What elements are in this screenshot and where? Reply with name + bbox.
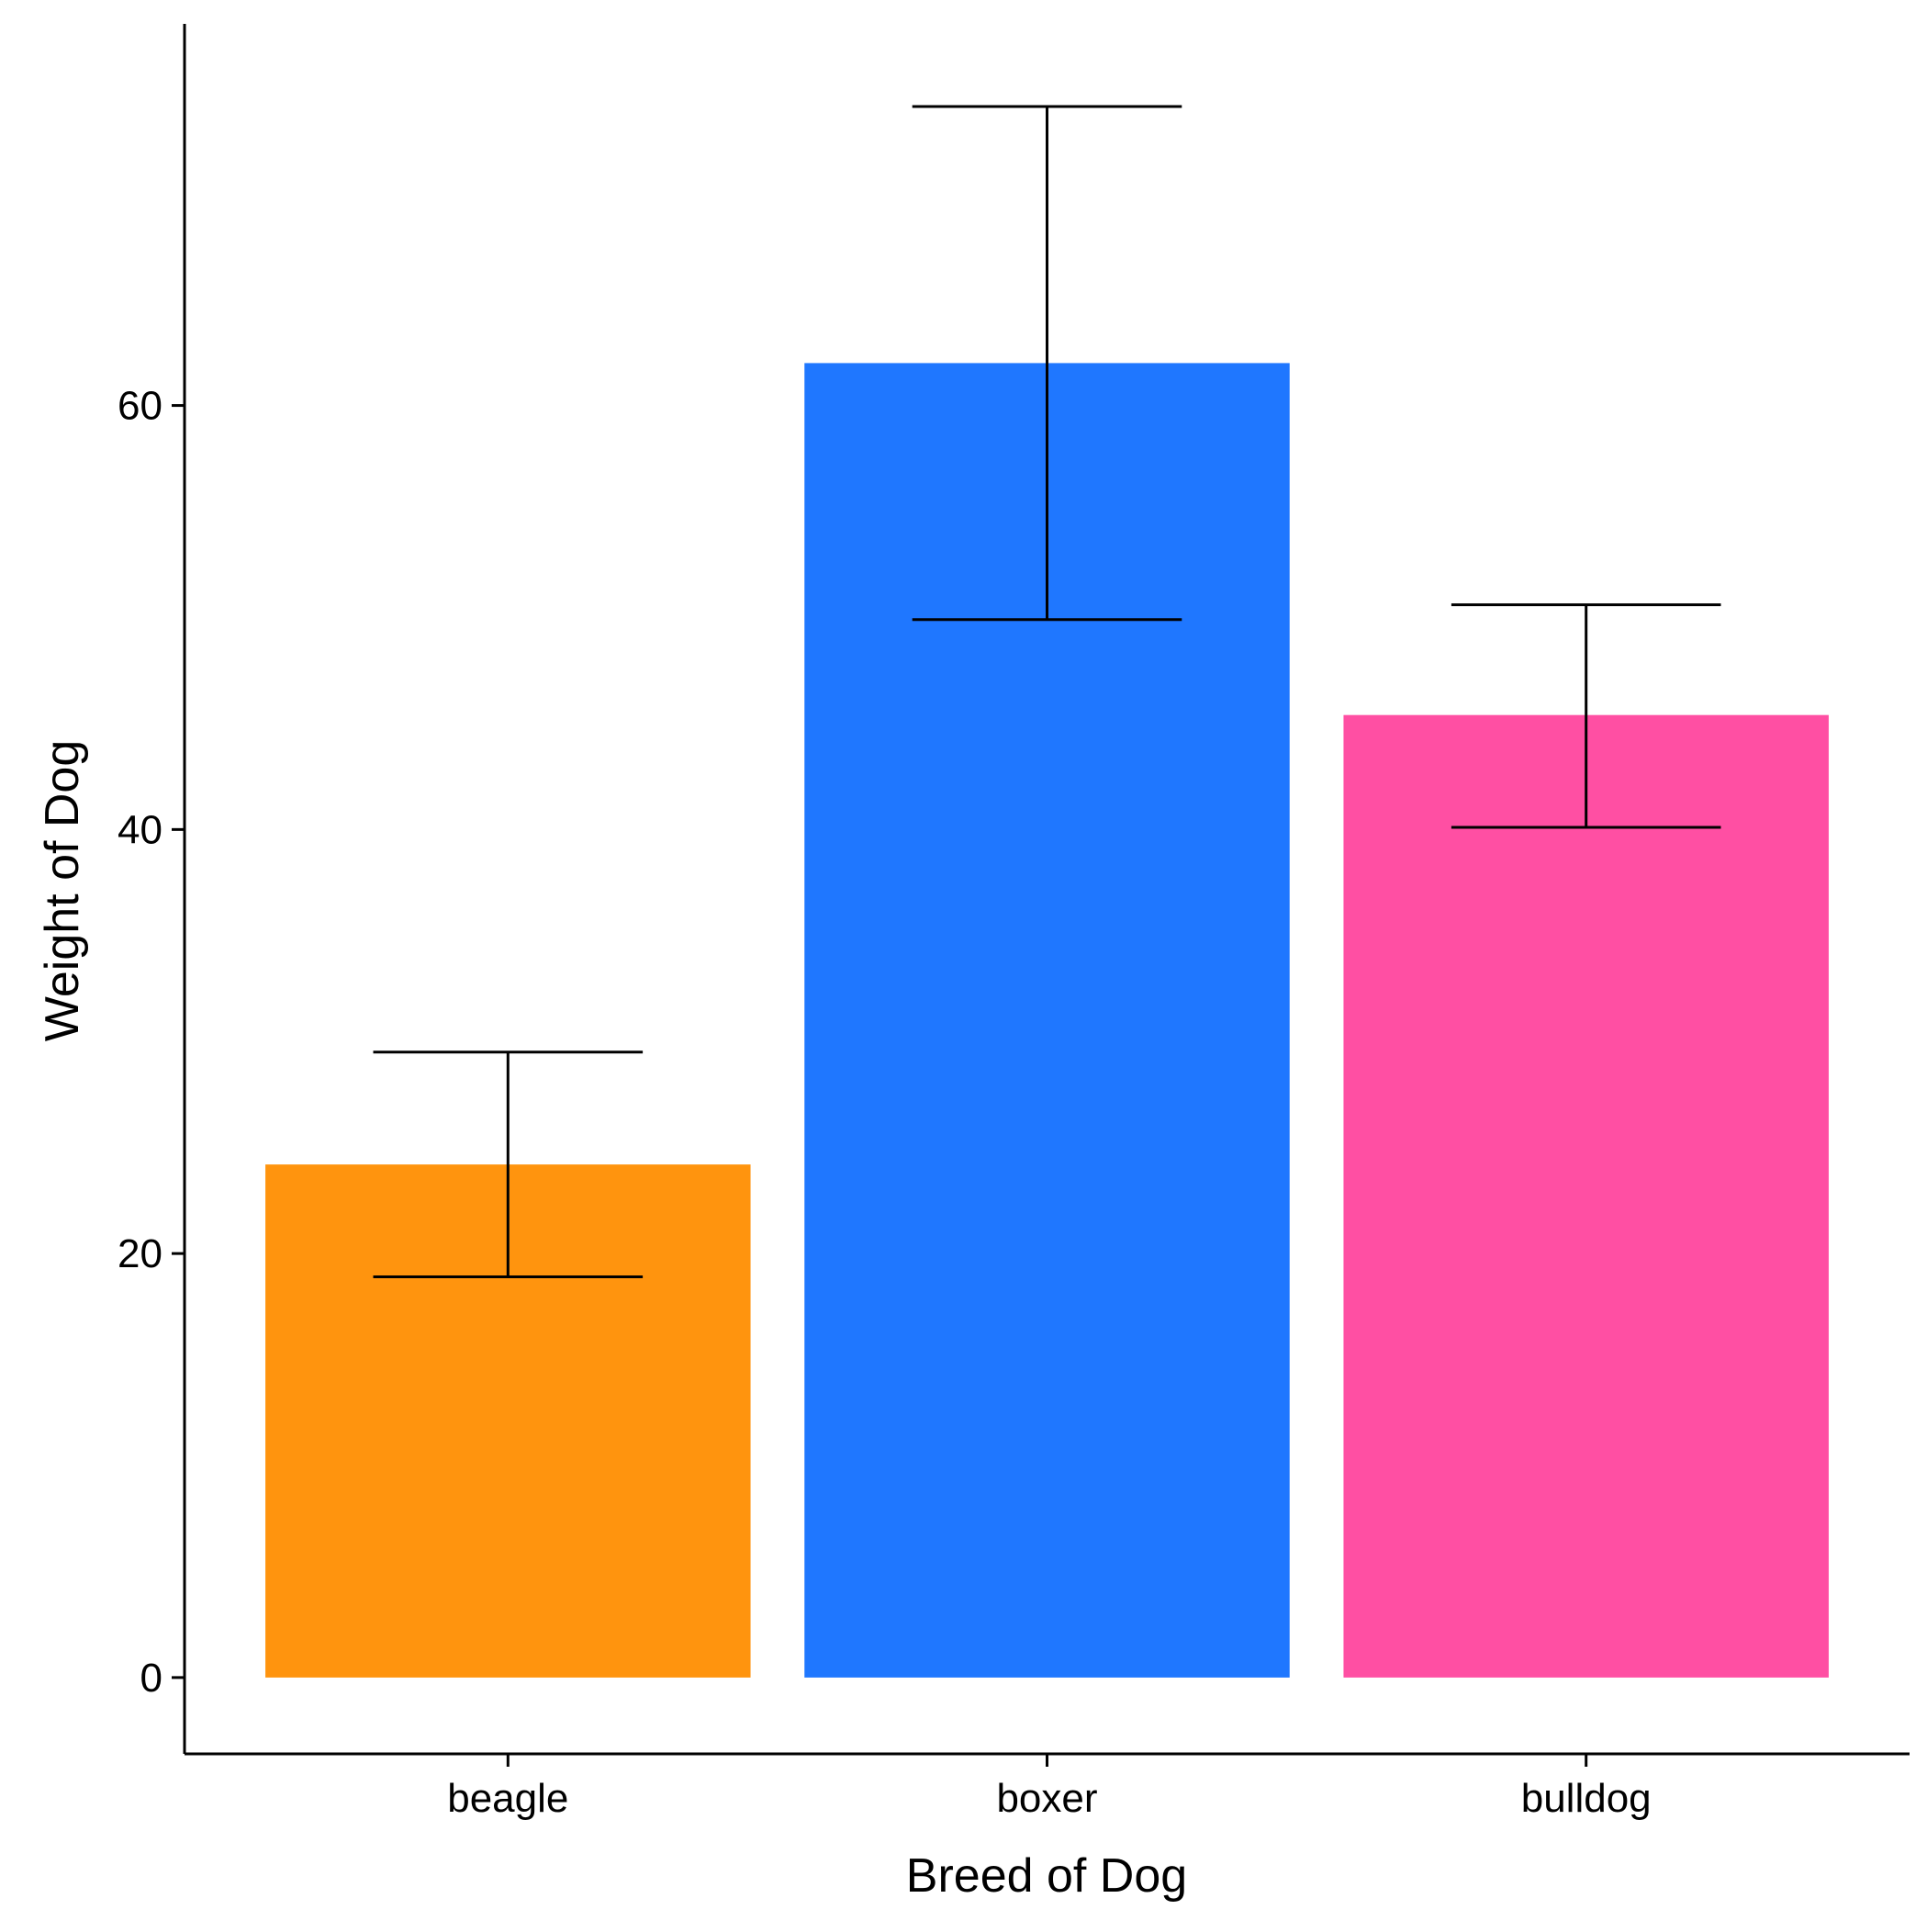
error-bar-beagle: [373, 1050, 644, 1279]
y-tick-label: 40: [118, 807, 162, 852]
x-tick-label-beagle: beagle: [447, 1776, 568, 1821]
y-tick-label: 20: [118, 1231, 162, 1276]
error-bar-boxer: [912, 105, 1182, 622]
y-tick-label: 0: [140, 1656, 162, 1701]
x-axis-title: Breed of Dog: [906, 1849, 1187, 1903]
error-bar-bulldog: [1451, 603, 1721, 829]
bar-bulldog: [1343, 714, 1829, 1678]
x-tick-label-boxer: boxer: [996, 1776, 1097, 1821]
y-tick-label: 60: [118, 384, 162, 429]
x-ticks-layer: beagle boxer bulldog: [447, 1754, 1652, 1821]
error-bars-layer: [373, 105, 1721, 1279]
y-ticks-layer: 0 20 40 60: [118, 384, 185, 1701]
x-tick-label-bulldog: bulldog: [1521, 1776, 1652, 1821]
y-axis-title: Weight of Dog: [36, 740, 89, 1042]
